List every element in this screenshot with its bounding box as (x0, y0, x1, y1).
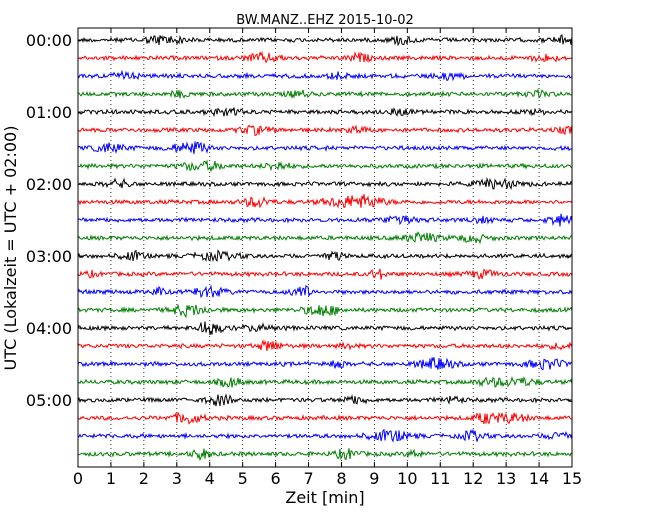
x-tick-label: 1 (106, 469, 116, 488)
trace-0145 (77, 159, 572, 172)
trace-0015 (77, 50, 573, 64)
plot-frame (77, 27, 573, 468)
trace-0300 (77, 249, 573, 263)
y-tick-label: 03:00 (26, 247, 72, 266)
x-tick-label: 14 (529, 469, 549, 488)
y-axis-label: UTC (Lokalzeit = UTC + 02:00) (1, 126, 20, 371)
trace-0115 (77, 124, 573, 136)
x-tick-label: 0 (73, 469, 83, 488)
x-tick-label: 9 (369, 469, 379, 488)
trace-0415 (77, 339, 573, 351)
x-axis-ticks: 0 1 2 3 4 5 6 7 8 9 10 11 12 13 14 15 (73, 28, 582, 488)
trace-0215 (77, 194, 573, 209)
trace-0030 (77, 69, 573, 82)
x-tick-label: 5 (238, 469, 248, 488)
chart-title: BW.MANZ..EHZ 2015-10-02 (236, 13, 414, 28)
seismic-traces (77, 34, 573, 462)
trace-0400 (77, 321, 573, 336)
trace-0445 (77, 375, 573, 388)
trace-0045 (77, 88, 573, 99)
x-tick-label: 12 (463, 469, 483, 488)
x-axis-label: Zeit [min] (285, 488, 364, 507)
trace-0345 (77, 303, 573, 319)
x-tick-label: 10 (397, 469, 417, 488)
x-tick-label: 3 (172, 469, 182, 488)
y-tick-label: 05:00 (26, 391, 72, 410)
trace-0500 (77, 393, 573, 407)
trace-0330 (77, 284, 573, 299)
trace-0130 (77, 141, 573, 155)
trace-0200 (77, 176, 573, 190)
y-tick-label: 04:00 (26, 319, 72, 338)
x-tick-label: 15 (562, 469, 582, 488)
trace-0430 (77, 357, 573, 371)
y-axis-ticks: 00:00 01:00 02:00 03:00 04:00 05:00 (26, 31, 572, 410)
x-tick-label: 7 (303, 469, 313, 488)
x-tick-label: 13 (496, 469, 516, 488)
y-tick-label: 01:00 (26, 103, 72, 122)
trace-0530 (77, 428, 573, 443)
trace-0545 (77, 448, 573, 462)
trace-0515 (77, 411, 573, 425)
y-tick-label: 02:00 (26, 175, 72, 194)
x-tick-label: 8 (336, 469, 346, 488)
x-tick-label: 6 (271, 469, 281, 488)
trace-0230 (77, 213, 573, 227)
trace-0245 (77, 231, 573, 245)
trace-0000 (77, 34, 573, 47)
x-tick-label: 4 (205, 469, 215, 488)
x-tick-label: 11 (430, 469, 450, 488)
trace-0315 (77, 268, 573, 280)
y-tick-label: 00:00 (26, 31, 72, 50)
x-tick-label: 2 (139, 469, 149, 488)
trace-0100 (77, 107, 573, 118)
